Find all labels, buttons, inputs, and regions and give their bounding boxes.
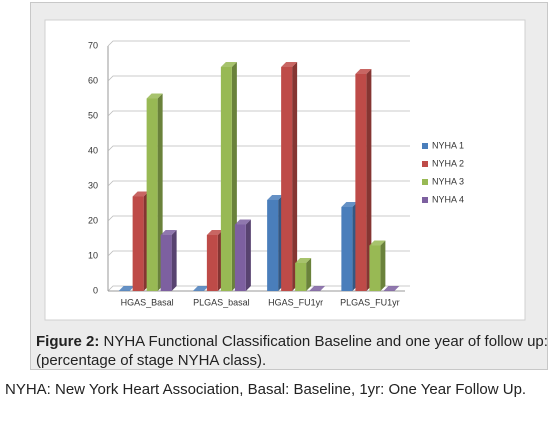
bar-top xyxy=(369,240,386,246)
y-tick-label: 70 xyxy=(88,40,98,50)
legend-swatch xyxy=(422,161,428,167)
legend-label: NYHA 3 xyxy=(432,176,464,186)
y-tick-label: 50 xyxy=(88,110,98,120)
legend-label: NYHA 2 xyxy=(432,158,464,168)
grid-line xyxy=(107,215,410,222)
y-tick-label: 60 xyxy=(88,75,98,85)
bar-side xyxy=(380,240,386,291)
grid-line xyxy=(107,250,410,257)
bar-top xyxy=(309,286,326,291)
bar xyxy=(369,245,381,291)
bar-side xyxy=(245,219,251,291)
y-tick-label: 30 xyxy=(88,180,98,190)
y-tick-label: 40 xyxy=(88,145,98,155)
bar xyxy=(295,263,307,291)
grid-line xyxy=(107,145,410,152)
grid-line xyxy=(107,40,410,47)
x-tick-label: PLGAS_basal xyxy=(193,297,250,307)
legend-label: NYHA 1 xyxy=(432,140,464,150)
bar xyxy=(234,224,246,291)
bar-top xyxy=(355,69,372,74)
grid-line xyxy=(107,180,410,187)
bar-top xyxy=(146,93,163,99)
x-tick-label: HGAS_FU1yr xyxy=(268,297,323,307)
bar-side xyxy=(366,69,372,291)
legend-swatch xyxy=(422,143,428,149)
chart: 0 10 20 30 40 50 60 70 HGAS_Basal PLGAS_basal HGAS… xyxy=(44,19,526,321)
bar-side xyxy=(171,230,177,291)
bar xyxy=(206,235,218,291)
grid-line xyxy=(107,110,410,117)
bar-top xyxy=(295,258,312,263)
bar xyxy=(220,67,232,291)
bar-top xyxy=(192,286,209,291)
bar xyxy=(267,200,279,291)
bar-top xyxy=(132,191,149,197)
note: NYHA: New York Heart Association, Basal:… xyxy=(5,381,527,398)
y-tick-label: 0 xyxy=(93,285,98,295)
bar xyxy=(355,74,367,291)
bar-top xyxy=(383,286,400,291)
bar-side xyxy=(306,258,312,291)
caption-label: Figure 2: xyxy=(36,333,100,350)
caption-text: NYHA Functional Classification Baseline … xyxy=(36,333,548,369)
bar-top xyxy=(220,62,237,67)
x-tick-label: HGAS_Basal xyxy=(121,297,174,307)
bar-top xyxy=(281,62,298,67)
bar xyxy=(160,235,172,291)
legend-label: NYHA 4 xyxy=(432,194,464,204)
bar-top xyxy=(267,195,284,200)
bar xyxy=(281,67,293,291)
bar xyxy=(341,207,353,291)
y-tick-label: 20 xyxy=(88,215,98,225)
bar-top xyxy=(234,219,251,225)
legend-swatch xyxy=(422,179,428,185)
caption: Figure 2: NYHA Functional Classification… xyxy=(36,332,548,370)
bar-top xyxy=(341,202,358,207)
x-tick-label: PLGAS_FU1yr xyxy=(340,297,400,307)
bar-top xyxy=(206,230,223,235)
bar xyxy=(132,196,144,291)
grid-line xyxy=(107,75,410,82)
legend-swatch xyxy=(422,197,428,203)
bar-top xyxy=(118,286,135,291)
bar-side xyxy=(292,62,298,291)
bar-top xyxy=(160,230,177,235)
y-tick-label: 10 xyxy=(88,250,98,260)
bar xyxy=(146,98,158,291)
